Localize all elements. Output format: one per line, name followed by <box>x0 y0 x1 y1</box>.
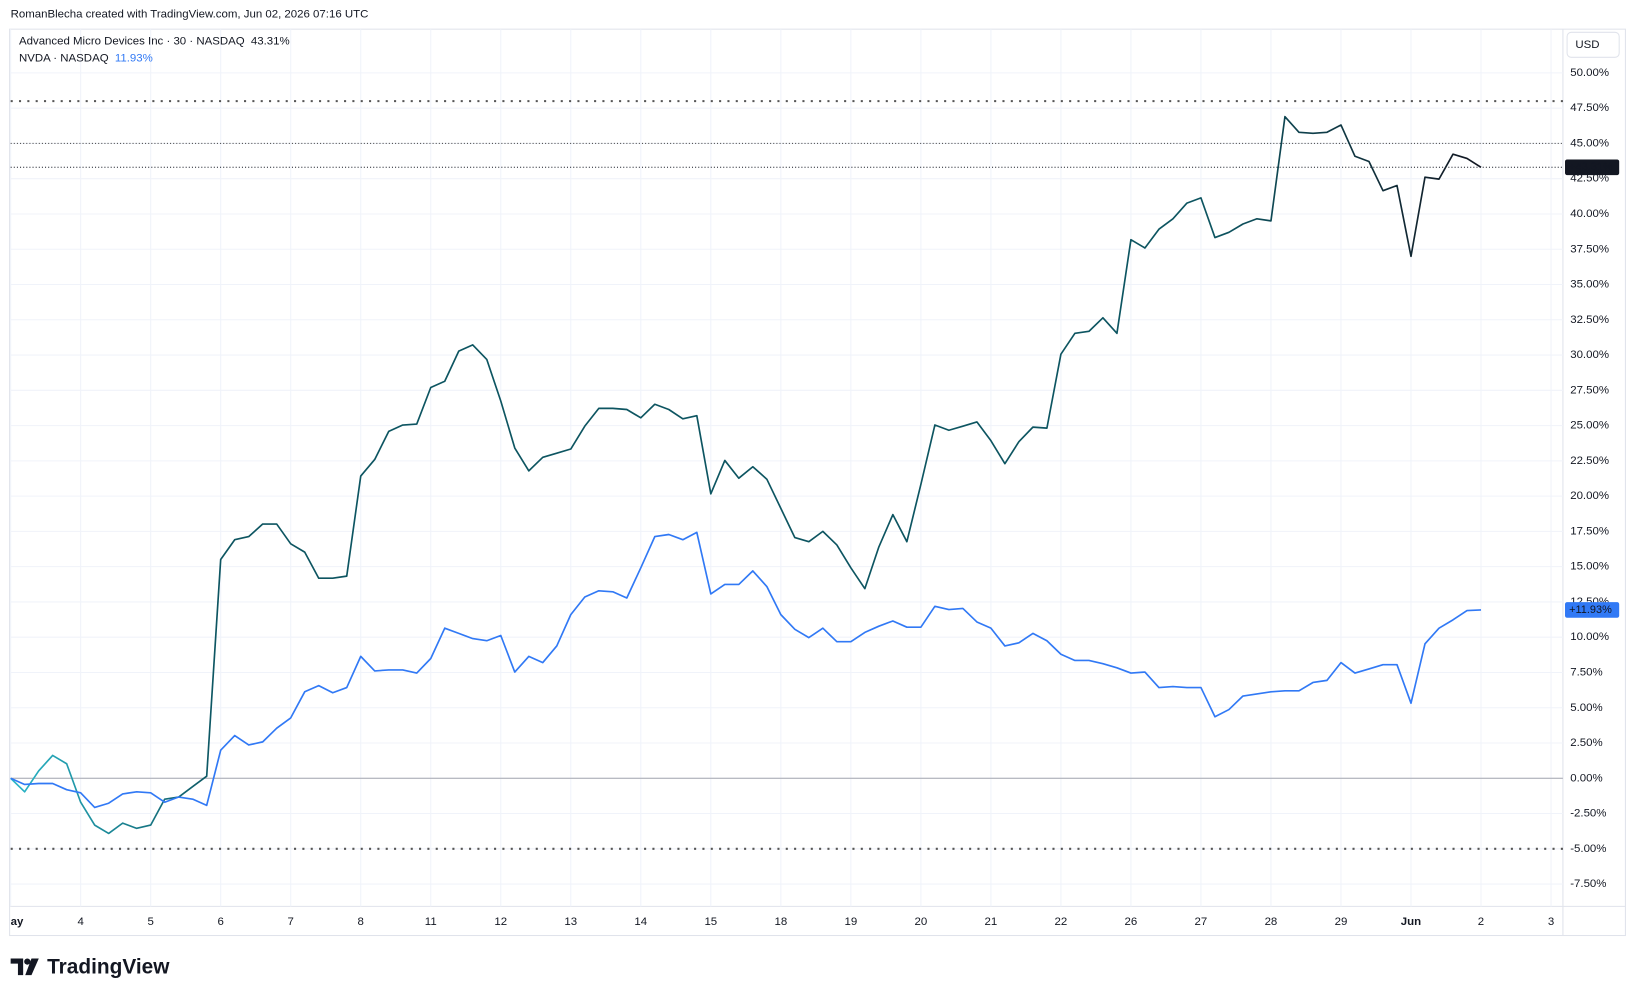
x-tick-label: 3 <box>1548 916 1554 928</box>
grid <box>10 29 1563 907</box>
series-line <box>10 531 1482 809</box>
y-tick-label: 15.00% <box>1570 561 1609 573</box>
y-tick-label: 2.50% <box>1570 737 1602 749</box>
x-tick-label: 13 <box>564 916 577 928</box>
x-tick-label: 2 <box>1478 916 1484 928</box>
x-tick-label: 26 <box>1125 916 1138 928</box>
x-tick-label: Jun <box>1401 916 1421 928</box>
legend-entry: NVDA · NASDAQ 11.93% <box>19 52 153 64</box>
x-tick-label: 22 <box>1055 916 1068 928</box>
currency-button[interactable] <box>1566 31 1620 58</box>
legend-name: Advanced Micro Devices Inc · 30 · NASDAQ <box>19 36 245 48</box>
legend-name: NVDA · NASDAQ <box>19 52 109 64</box>
price-tag-label: +43.31% <box>1569 161 1613 173</box>
y-tick-label: 42.50% <box>1570 173 1609 185</box>
legend-entry: Advanced Micro Devices Inc · 30 · NASDAQ… <box>19 36 290 48</box>
logo-mark <box>24 958 31 965</box>
x-tick-label: 15 <box>704 916 717 928</box>
chart-frame <box>9 28 1626 937</box>
y-tick-label: 5.00% <box>1570 702 1602 714</box>
y-tick-label: -7.50% <box>1570 878 1606 890</box>
x-tick-label: 12 <box>494 916 507 928</box>
x-tick-label: 19 <box>844 916 857 928</box>
currency-label[interactable]: USD <box>1575 39 1599 51</box>
x-tick-label: ay <box>11 916 24 928</box>
brand-name: TradingView <box>47 955 170 978</box>
y-tick-label: 20.00% <box>1570 490 1609 502</box>
price-tag <box>1565 159 1620 176</box>
price-tag-label: +11.93% <box>1569 604 1612 616</box>
plot-area <box>10 115 1482 835</box>
x-tick-label: 7 <box>288 916 294 928</box>
y-tick-label: 10.00% <box>1570 631 1609 643</box>
axes: -7.50% -5.00% -2.50% 0.00% 2.50% 5.00% 7.50% 10… <box>11 67 1620 928</box>
y-tick-label: 7.50% <box>1570 666 1602 678</box>
x-tick-label: 20 <box>915 916 928 928</box>
series-line <box>10 115 1482 835</box>
y-tick-label: 45.00% <box>1570 137 1609 149</box>
y-tick-label: 17.50% <box>1570 525 1609 537</box>
legend-value: 43.31% <box>251 36 290 48</box>
x-tick-label: 8 <box>358 916 364 928</box>
attribution: RomanBlecha created with TradingView.com… <box>11 9 369 21</box>
y-tick-label: 22.50% <box>1570 455 1609 467</box>
y-tick-label: -5.00% <box>1570 843 1606 855</box>
y-tick-label: 35.00% <box>1570 279 1609 291</box>
x-tick-label: 27 <box>1195 916 1208 928</box>
x-tick-label: 14 <box>634 916 647 928</box>
logo-mark <box>25 958 39 976</box>
y-tick-label: 25.00% <box>1570 420 1609 432</box>
price-tag <box>1565 602 1620 618</box>
y-tick-label: 50.00% <box>1570 67 1609 79</box>
x-tick-label: 11 <box>425 916 437 928</box>
x-tick-label: 28 <box>1265 916 1278 928</box>
y-tick-label: 27.50% <box>1570 384 1609 396</box>
y-tick-label: -2.50% <box>1570 808 1606 820</box>
brand-logo: TradingView <box>10 955 170 978</box>
y-tick-label: 0.00% <box>1570 772 1602 784</box>
x-tick-label: 21 <box>985 916 998 928</box>
x-tick-label: 18 <box>774 916 787 928</box>
y-tick-label: 47.50% <box>1570 102 1609 114</box>
logo-mark <box>10 958 24 976</box>
legend-value: 11.93% <box>115 52 153 64</box>
y-tick-label: 30.00% <box>1570 349 1609 361</box>
x-tick-label: 6 <box>218 916 224 928</box>
x-tick-label: 4 <box>77 916 84 928</box>
x-tick-label: 29 <box>1335 916 1348 928</box>
y-tick-label: 32.50% <box>1570 314 1609 326</box>
y-tick-label: 40.00% <box>1570 208 1609 220</box>
y-tick-label: 37.50% <box>1570 243 1609 255</box>
x-tick-label: 5 <box>147 916 153 928</box>
